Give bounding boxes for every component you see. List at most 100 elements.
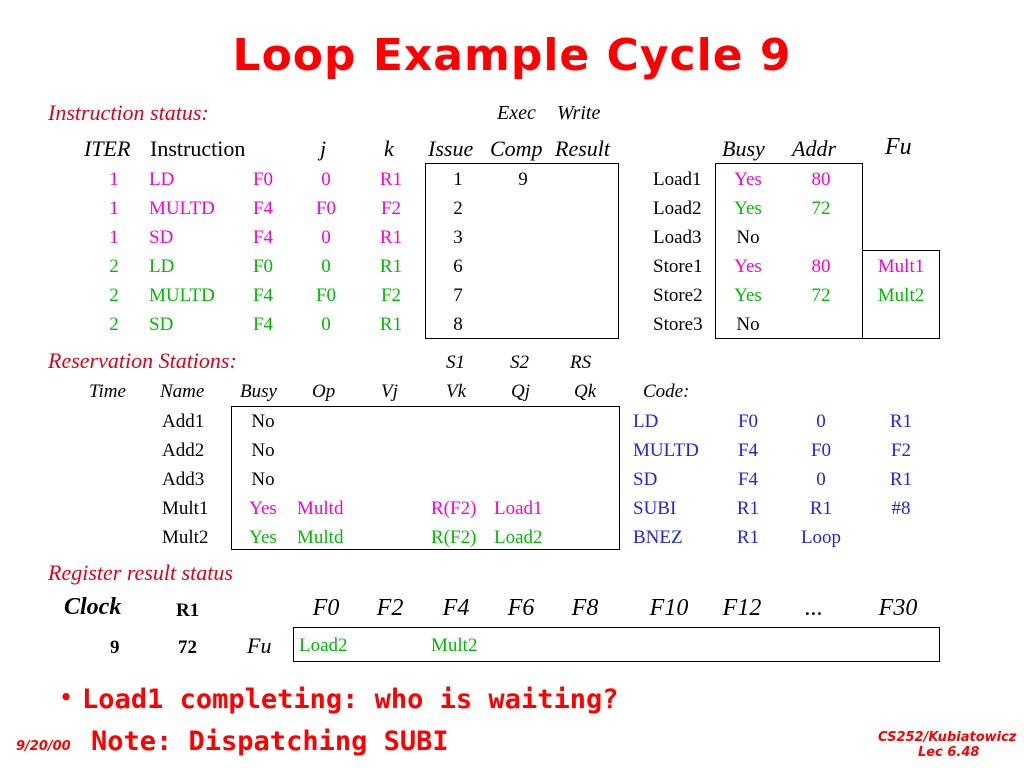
register-fu-box <box>293 627 940 662</box>
instruction-dest: F4 <box>252 227 274 248</box>
instruction-op: SD <box>149 227 174 248</box>
memory-unit-name: Store1 <box>653 256 703 277</box>
r1-header: R1 <box>176 600 200 621</box>
instruction-comp: 9 <box>518 169 528 190</box>
code-op: BNEZ <box>633 527 683 548</box>
instruction-dest: F4 <box>252 198 274 219</box>
station-name: Mult2 <box>162 527 209 548</box>
instruction-j: F0 <box>315 285 337 306</box>
register-header: ... <box>805 595 823 621</box>
code-arg2: F0 <box>810 440 832 461</box>
memory-unit-name: Load2 <box>653 198 702 219</box>
memory-unit-busy: No <box>736 314 760 335</box>
k-header: k <box>384 136 394 161</box>
fu-row-label: Fu <box>247 633 272 658</box>
instruction-k: F2 <box>380 285 402 306</box>
instruction-k: R1 <box>379 169 403 190</box>
instruction-iter: 1 <box>109 227 119 248</box>
f4-fu-value: Mult2 <box>431 635 478 656</box>
station-name: Mult1 <box>162 498 209 519</box>
register-header: F6 <box>507 595 535 621</box>
memory-unit-name: Load1 <box>653 169 702 190</box>
instruction-iter: 2 <box>109 285 119 306</box>
bullet-2: Note: Dispatching SUBI <box>91 726 449 757</box>
code-arg3: R1 <box>889 411 913 432</box>
register-header: F2 <box>376 595 404 621</box>
reservation-stations-label: Reservation Stations: <box>48 348 237 373</box>
instruction-op: SD <box>149 314 174 335</box>
reservation-stations-box <box>231 406 620 550</box>
code-arg1: F0 <box>737 411 759 432</box>
rs-busy-header: Busy <box>240 381 277 402</box>
code-arg1: R1 <box>736 527 760 548</box>
station-name: Add2 <box>162 440 205 461</box>
code-arg3: R1 <box>889 469 913 490</box>
s1-header: S1 <box>446 352 465 373</box>
instruction-op: LD <box>149 169 175 190</box>
memory-unit-busy: Yes <box>734 285 762 306</box>
instruction-issue: 3 <box>453 227 463 248</box>
instruction-j: 0 <box>321 227 331 248</box>
instruction-issue: 6 <box>453 256 463 277</box>
instruction-j: 0 <box>321 169 331 190</box>
memory-unit-busy: Yes <box>734 198 762 219</box>
footer-course: CS252/Kubiatowicz <box>878 730 1017 745</box>
instruction-header: Instruction <box>150 136 246 161</box>
instruction-k: R1 <box>379 314 403 335</box>
register-header: F0 <box>312 595 340 621</box>
station-qj: Load1 <box>494 498 543 519</box>
station-busy: No <box>251 411 275 432</box>
result-header: Result <box>555 136 610 161</box>
code-arg2: R1 <box>809 498 833 519</box>
code-op: MULTD <box>633 440 699 461</box>
name-header: Name <box>160 381 205 402</box>
s2-header: S2 <box>510 352 529 373</box>
memory-unit-fu: Mult2 <box>877 285 925 306</box>
instruction-j: 0 <box>321 256 331 277</box>
clock-value: 9 <box>110 637 120 658</box>
addr-header: Addr <box>792 136 836 161</box>
page-title: Loop Example Cycle 9 <box>232 30 792 81</box>
bullet-dot-icon: • <box>60 685 73 709</box>
register-header: F12 <box>722 595 762 621</box>
instruction-dest: F0 <box>252 169 274 190</box>
j-header: j <box>320 136 327 161</box>
clock-header: Clock <box>64 594 122 620</box>
memory-unit-addr: 80 <box>811 169 831 190</box>
station-name: Add3 <box>162 469 205 490</box>
station-vk: R(F2) <box>431 498 477 519</box>
footer-date: 9/20/00 <box>16 739 71 754</box>
code-arg2: 0 <box>816 469 826 490</box>
instruction-status-label: Instruction status: <box>48 100 209 125</box>
register-header: F8 <box>571 595 599 621</box>
memory-unit-busy: No <box>736 227 760 248</box>
station-qj: Load2 <box>494 527 543 548</box>
instruction-iter: 1 <box>109 198 119 219</box>
instruction-issue: 8 <box>453 314 463 335</box>
instruction-iter: 1 <box>109 169 119 190</box>
instruction-k: R1 <box>379 256 403 277</box>
bullet-1-text: Load1 completing: who is waiting? <box>82 684 619 715</box>
memory-unit-fu: Mult1 <box>877 256 925 277</box>
instruction-k: F2 <box>380 198 402 219</box>
code-op: LD <box>633 411 659 432</box>
station-busy: Yes <box>249 527 277 548</box>
code-header: Code: <box>643 381 690 402</box>
code-arg2: Loop <box>800 527 842 548</box>
fu-header: Fu <box>885 134 912 160</box>
memory-unit-busy: Yes <box>734 256 762 277</box>
register-header: F30 <box>878 595 918 621</box>
memory-unit-name: Load3 <box>653 227 702 248</box>
instruction-status-box <box>425 163 619 339</box>
write-header: Write <box>557 102 601 124</box>
register-result-status-label: Register result status <box>48 560 233 585</box>
instruction-issue: 2 <box>453 198 463 219</box>
memory-unit-busy: Yes <box>734 169 762 190</box>
station-busy: No <box>251 469 275 490</box>
code-op: SD <box>633 469 658 490</box>
iter-header: ITER <box>84 136 131 161</box>
instruction-op: LD <box>149 256 175 277</box>
instruction-iter: 2 <box>109 314 119 335</box>
code-arg3: F2 <box>890 440 912 461</box>
station-name: Add1 <box>162 411 205 432</box>
